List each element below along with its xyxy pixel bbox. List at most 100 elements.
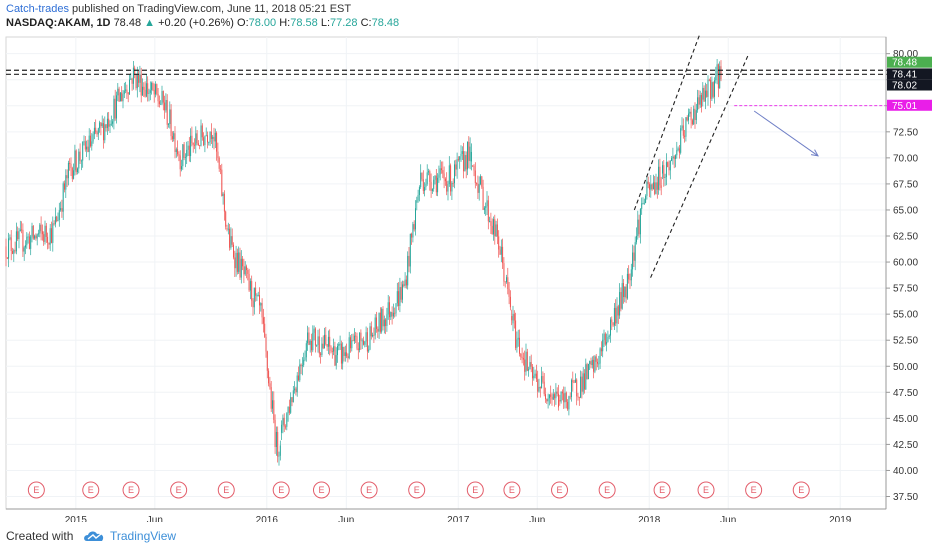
candle-body[interactable] (301, 365, 303, 367)
candle-body[interactable] (677, 148, 679, 151)
candle-body[interactable] (525, 351, 527, 372)
candle-body[interactable] (385, 319, 387, 326)
tradingview-link[interactable]: TradingView (110, 529, 177, 543)
candle-body[interactable] (494, 219, 496, 237)
candle-body[interactable] (684, 135, 686, 137)
candle-body[interactable] (204, 136, 206, 146)
candle-body[interactable] (655, 182, 657, 194)
candle-body[interactable] (294, 388, 296, 391)
candle-body[interactable] (668, 167, 670, 171)
candle-body[interactable] (127, 92, 129, 95)
candle-body[interactable] (214, 132, 216, 142)
candle-body[interactable] (542, 376, 544, 382)
candle-body[interactable] (231, 236, 233, 245)
candle-body[interactable] (413, 224, 415, 230)
candle-body[interactable] (260, 303, 262, 306)
candle-body[interactable] (153, 89, 155, 95)
candle-body[interactable] (645, 195, 647, 203)
candle-body[interactable] (499, 249, 501, 255)
candle-body[interactable] (129, 79, 130, 95)
candle-body[interactable] (444, 178, 446, 182)
candle-body[interactable] (273, 400, 275, 420)
candle-body[interactable] (495, 224, 497, 237)
candle-body[interactable] (545, 394, 546, 400)
earnings-marker[interactable] (408, 481, 426, 499)
candle-body[interactable] (60, 208, 62, 211)
candle-body[interactable] (162, 91, 164, 103)
candle-body[interactable] (424, 187, 426, 191)
candle-body[interactable] (288, 406, 290, 413)
candle-body[interactable] (230, 236, 232, 248)
candle-body[interactable] (647, 181, 649, 185)
candle-body[interactable] (191, 135, 193, 144)
candle-body[interactable] (122, 94, 124, 102)
candle-body[interactable] (389, 302, 390, 318)
candle-body[interactable] (207, 135, 208, 143)
candle-body[interactable] (498, 236, 500, 250)
candle-body[interactable] (268, 370, 270, 384)
candle-body[interactable] (208, 142, 210, 143)
candle-body[interactable] (667, 162, 669, 168)
candle-body[interactable] (599, 348, 601, 364)
down-arrow-icon[interactable] (753, 110, 819, 157)
candle-body[interactable] (190, 135, 192, 157)
earnings-marker[interactable] (551, 481, 569, 499)
time-axis[interactable]: 2015 Jun 2016 Jun 2017 Jun 2018 Jun 2019 (6, 508, 886, 522)
candle-body[interactable] (699, 95, 701, 105)
candle-body[interactable] (425, 183, 427, 188)
candle-body[interactable] (243, 266, 245, 275)
candle-body[interactable] (333, 346, 335, 352)
candle-body[interactable] (317, 336, 319, 345)
candle-body[interactable] (31, 225, 33, 237)
candle-body[interactable] (411, 233, 413, 238)
candle-body[interactable] (23, 247, 25, 252)
candle-body[interactable] (480, 176, 481, 185)
candle-body[interactable] (272, 400, 273, 409)
candle-body[interactable] (496, 224, 498, 237)
candle-body[interactable] (361, 340, 363, 342)
candle-body[interactable] (714, 80, 715, 97)
candle-body[interactable] (701, 95, 702, 108)
candle-body[interactable] (347, 356, 349, 359)
candle-body[interactable] (216, 132, 218, 152)
earnings-marker[interactable] (170, 481, 188, 499)
candle-body[interactable] (123, 90, 125, 95)
candle-body[interactable] (342, 346, 344, 364)
candle-body[interactable] (685, 117, 687, 137)
candle-body[interactable] (322, 343, 324, 349)
candle-body[interactable] (51, 228, 52, 243)
candle-body[interactable] (697, 97, 699, 111)
candle-body[interactable] (638, 219, 640, 235)
candle-body[interactable] (343, 346, 345, 356)
candle-body[interactable] (394, 312, 396, 314)
chart-drawings[interactable] (6, 32, 932, 278)
candle-body[interactable] (117, 88, 119, 96)
candle-body[interactable] (41, 231, 43, 235)
candle-body[interactable] (335, 355, 337, 366)
earnings-marker[interactable] (82, 481, 100, 499)
candle-body[interactable] (13, 250, 15, 254)
candle-body[interactable] (535, 373, 537, 380)
candle-body[interactable] (158, 101, 160, 105)
candle-body[interactable] (417, 195, 419, 201)
candle-body[interactable] (624, 286, 626, 298)
candle-body[interactable] (465, 155, 467, 170)
candle-body[interactable] (600, 348, 602, 352)
candle-body[interactable] (673, 156, 675, 159)
candle-body[interactable] (6, 257, 8, 259)
candle-body[interactable] (256, 295, 258, 297)
earnings-marker[interactable] (27, 481, 45, 499)
candle-body[interactable] (295, 388, 297, 393)
candle-body[interactable] (366, 332, 368, 352)
candle-body[interactable] (373, 334, 375, 336)
candle-body[interactable] (607, 337, 609, 342)
candle-body[interactable] (292, 390, 294, 403)
candle-body[interactable] (576, 379, 578, 397)
candle-body[interactable] (556, 391, 558, 394)
candle-body[interactable] (636, 235, 637, 243)
candle-body[interactable] (369, 326, 371, 350)
candle-body[interactable] (15, 231, 17, 252)
candle-body[interactable] (274, 419, 276, 448)
candle-body[interactable] (552, 394, 554, 400)
